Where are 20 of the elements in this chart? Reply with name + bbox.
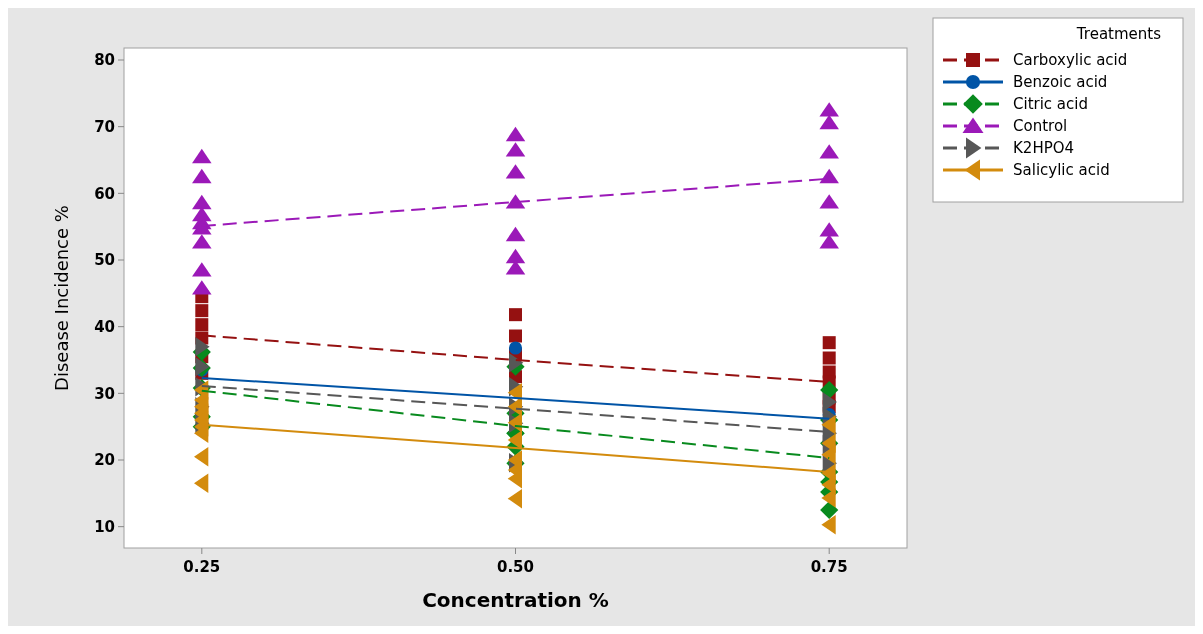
x-axis-title: Concentration % [422, 588, 609, 612]
y-axis-title: Disease Incidence % [51, 205, 72, 391]
legend-label: Benzoic acid [1013, 73, 1108, 92]
legend-label: Citric acid [1013, 95, 1088, 114]
y-tick-label: 40 [94, 317, 115, 336]
x-tick-label: 0.75 [810, 558, 848, 576]
legend-label: Carboxylic acid [1013, 51, 1128, 70]
y-tick-label: 60 [94, 184, 115, 203]
legend-label: K2HPO4 [1013, 139, 1075, 158]
legend-title: Treatments [1075, 25, 1162, 43]
y-tick-label: 50 [94, 251, 115, 270]
y-tick-label: 80 [94, 51, 115, 70]
y-tick-label: 30 [94, 384, 115, 403]
x-tick-label: 0.50 [496, 558, 535, 576]
legend-label: Salicylic acid [1013, 161, 1110, 180]
x-tick-label: 0.25 [183, 558, 221, 576]
y-tick-label: 70 [94, 117, 115, 136]
legend-label: Control [1013, 117, 1068, 136]
y-tick-label: 10 [94, 517, 115, 536]
y-tick-label: 20 [94, 451, 115, 470]
